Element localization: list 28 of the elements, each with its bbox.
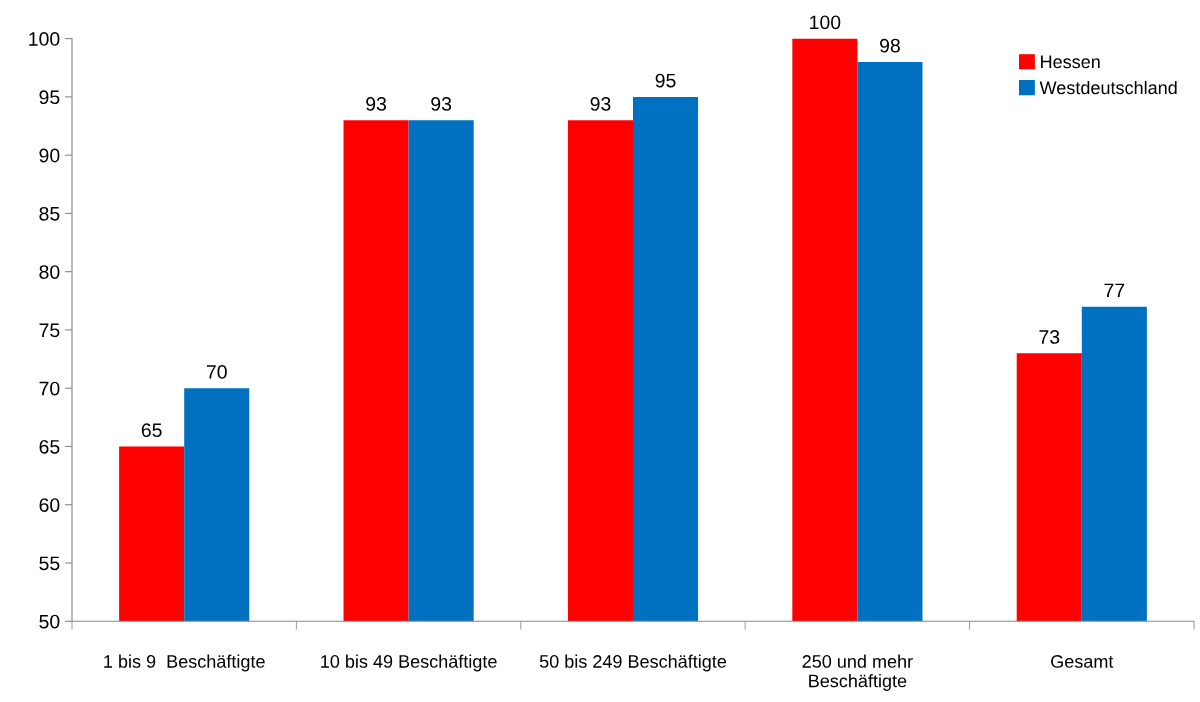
legend-label: Westdeutschland	[1039, 80, 1177, 95]
data-label: 95	[655, 73, 676, 88]
data-label: 93	[590, 97, 611, 111]
data-label: 93	[366, 97, 387, 111]
legend-label: Hessen	[1041, 55, 1100, 69]
x-tick-label: 10 bis 49 Beschäftigte	[321, 654, 497, 672]
y-tick-label: 65	[39, 439, 60, 454]
x-tick-label: Gesamt	[1051, 655, 1114, 668]
data-label: 93	[431, 97, 452, 111]
y-tick-label: 55	[39, 556, 60, 571]
y-tick-label: 100	[29, 32, 60, 46]
data-label: 77	[1104, 283, 1125, 298]
y-tick-label: 75	[39, 323, 60, 338]
x-tick-label: 250 und mehr Beschäftigte	[802, 654, 913, 691]
y-tick-label: 70	[39, 381, 60, 396]
y-tick-label: 80	[39, 265, 60, 279]
data-label: 70	[206, 365, 227, 379]
y-tick-label: 60	[39, 498, 60, 512]
data-label: 98	[880, 38, 900, 53]
y-tick-label: 90	[39, 148, 60, 163]
x-tick-label: 1 bis 9 Beschäftigte	[104, 654, 265, 672]
data-label: 100	[810, 15, 841, 30]
x-tick-label: 50 bis 249 Beschäftigte	[539, 654, 727, 672]
y-tick-label: 50	[39, 614, 60, 629]
data-label: 65	[141, 423, 162, 438]
data-label: 73	[1039, 330, 1060, 344]
y-tick-label: 85	[39, 206, 60, 221]
y-tick-label: 95	[39, 90, 60, 105]
